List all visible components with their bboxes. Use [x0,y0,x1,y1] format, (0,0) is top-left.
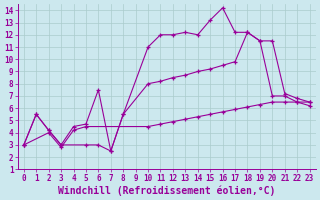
X-axis label: Windchill (Refroidissement éolien,°C): Windchill (Refroidissement éolien,°C) [58,185,276,196]
